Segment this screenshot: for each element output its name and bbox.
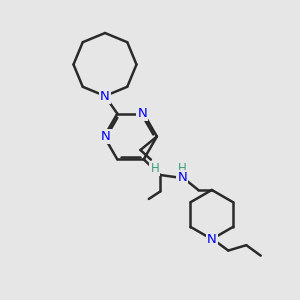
Text: H: H [178, 163, 187, 176]
Text: N: N [178, 171, 187, 184]
Text: N: N [100, 89, 110, 103]
Text: N: N [137, 107, 147, 120]
Text: N: N [101, 130, 110, 143]
Text: N: N [207, 233, 217, 246]
Text: H: H [150, 162, 159, 175]
